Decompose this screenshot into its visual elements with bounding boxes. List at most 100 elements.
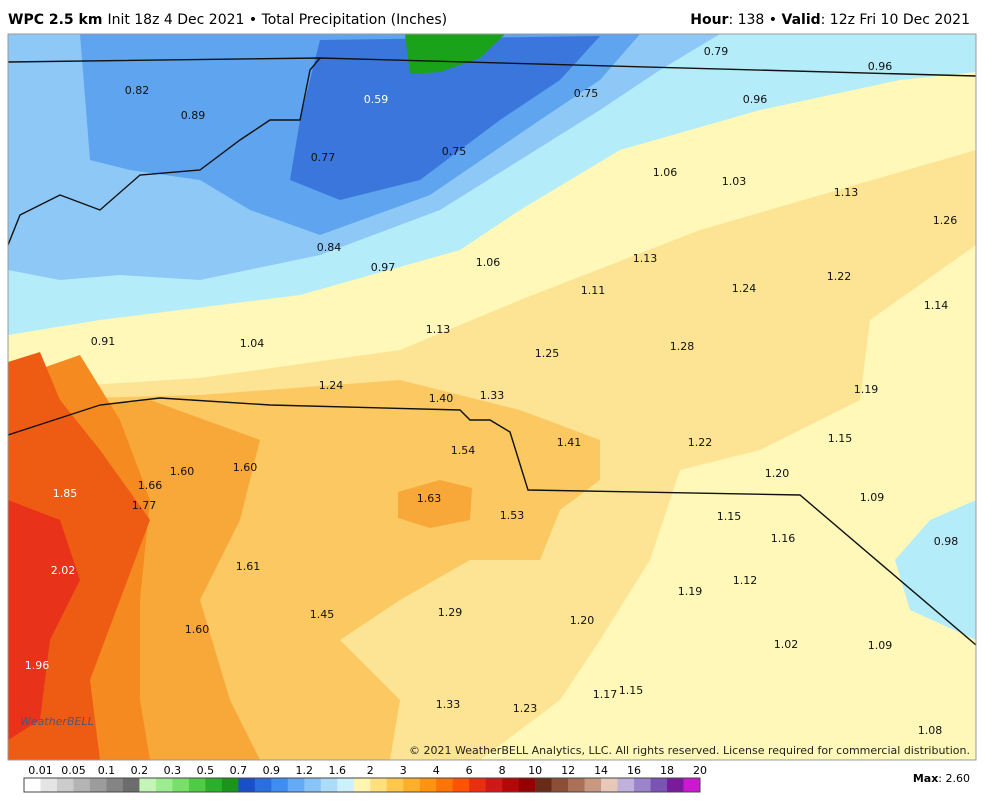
colorbar-label: 0.1 <box>98 764 116 777</box>
map-value-label: 1.45 <box>310 608 335 621</box>
max: Max: 2.60 <box>913 772 970 785</box>
header-model: WPC 2.5 km <box>8 12 102 28</box>
map-value-label: 1.96 <box>25 659 50 672</box>
map-value-label: 1.66 <box>138 479 163 492</box>
colorbar-swatch <box>353 778 371 792</box>
map-value-label: 0.77 <box>311 151 336 164</box>
colorbar-label: 0.7 <box>230 764 248 777</box>
colorbar-swatch <box>667 778 684 792</box>
map-value-label: 0.59 <box>364 93 389 106</box>
header-left: WPC 2.5 km Init 18z 4 Dec 2021 • Total Pr… <box>8 12 447 28</box>
map-value-label: 1.15 <box>717 510 742 523</box>
colorbar-label: 0.5 <box>197 764 215 777</box>
colorbar-swatch <box>139 778 157 792</box>
colorbar-swatch <box>122 778 140 792</box>
colorbar-swatch <box>56 778 74 792</box>
map <box>8 34 976 760</box>
map-value-label: 1.04 <box>240 337 265 350</box>
colorbar-swatch <box>106 778 124 792</box>
colorbar-swatch <box>551 778 569 792</box>
colorbar-swatch <box>419 778 437 792</box>
colorbar-label: 0.01 <box>28 764 53 777</box>
map-value-label: 0.97 <box>371 261 396 274</box>
map-value-label: 1.20 <box>570 614 595 627</box>
state-lines <box>8 57 976 646</box>
colorbar-label: 0.2 <box>131 764 149 777</box>
colorbar-swatch <box>337 778 355 792</box>
colorbar-swatch <box>221 778 239 792</box>
colorbar-label: 0.3 <box>164 764 182 777</box>
map-value-label: 0.75 <box>442 145 467 158</box>
map-value-label: 1.29 <box>438 606 463 619</box>
colorbar-swatch <box>287 778 305 792</box>
colorbar-label: 8 <box>499 764 506 777</box>
map-value-label: 0.84 <box>317 241 342 254</box>
map-value-label: 2.02 <box>51 564 76 577</box>
state-line <box>8 397 976 646</box>
map-value-label: 1.19 <box>678 585 703 598</box>
colorbar-swatch <box>518 778 536 792</box>
map-value-label: 1.11 <box>581 284 606 297</box>
colorbar-swatch <box>485 778 503 792</box>
colorbar-label: 14 <box>594 764 608 777</box>
map-value-label: 1.12 <box>733 574 758 587</box>
map-value-label: 1.25 <box>535 347 560 360</box>
map-value-label: 1.61 <box>236 560 261 573</box>
map-value-label: 1.06 <box>653 166 678 179</box>
colorbar-swatch <box>436 778 453 792</box>
state-line <box>8 57 321 246</box>
map-value-label: 1.09 <box>860 491 885 504</box>
colorbar-swatch <box>634 778 651 792</box>
map-value-label: 1.06 <box>476 256 501 269</box>
map-value-label: 1.13 <box>834 186 859 199</box>
map-value-label: 1.26 <box>933 214 958 227</box>
colorbar-label: 16 <box>627 764 641 777</box>
fill-green <box>405 34 505 74</box>
map-value-label: 0.75 <box>574 87 599 100</box>
map-value-label: 1.17 <box>593 688 618 701</box>
map-value-label: 1.02 <box>774 638 799 651</box>
map-value-label: 1.15 <box>619 684 644 697</box>
map-value-label: 0.82 <box>125 84 150 97</box>
map-value-label: 1.85 <box>53 487 78 500</box>
colorbar-label: 1.2 <box>296 764 314 777</box>
colorbar-swatch <box>172 778 190 792</box>
colorbar-label: 0.05 <box>61 764 86 777</box>
map-value-label: 1.15 <box>828 432 853 445</box>
colorbar-swatch <box>370 778 388 792</box>
map-value-label: 1.77 <box>132 499 157 512</box>
map-value-label: 1.19 <box>854 383 879 396</box>
map-value-label: 0.89 <box>181 109 206 122</box>
logo: WeatherBELL <box>20 715 94 728</box>
colorbar-swatch <box>254 778 272 792</box>
map-value-label: 1.28 <box>670 340 695 353</box>
colorbar-swatch <box>188 778 206 792</box>
fill-light-blue-east <box>895 500 976 640</box>
map-value-label: 0.96 <box>868 60 893 73</box>
fill-deep-orange-blob <box>398 480 472 528</box>
colorbar-label: 12 <box>561 764 575 777</box>
colorbar-swatch <box>535 778 552 792</box>
colorbar-frame <box>23 777 701 793</box>
colorbar-swatch <box>24 778 41 792</box>
colorbar-swatch <box>386 778 404 792</box>
colorbar-swatch <box>155 778 173 792</box>
colorbar-swatch <box>89 778 107 792</box>
header-hour: : 138 • <box>728 12 781 28</box>
colorbar-swatch <box>238 778 256 792</box>
colorbar-swatch <box>304 778 322 792</box>
copyright: © 2021 WeatherBELL Analytics, LLC. All r… <box>409 744 970 757</box>
header-valid: : 12z Fri 10 Dec 2021 <box>821 12 970 28</box>
map-value-label: 1.63 <box>417 492 442 505</box>
colorbar-swatch <box>469 778 486 792</box>
header-valid-label: Valid <box>782 12 821 28</box>
map-value-label: 1.22 <box>688 436 713 449</box>
map-value-label: 0.79 <box>704 45 729 58</box>
map-value-label: 1.33 <box>480 389 505 402</box>
max-value: : 2.60 <box>938 772 970 785</box>
map-value-label: 1.13 <box>633 252 658 265</box>
colorbar-swatch <box>403 778 421 792</box>
max-label: Max <box>913 772 938 785</box>
colorbar-swatch <box>73 778 91 792</box>
